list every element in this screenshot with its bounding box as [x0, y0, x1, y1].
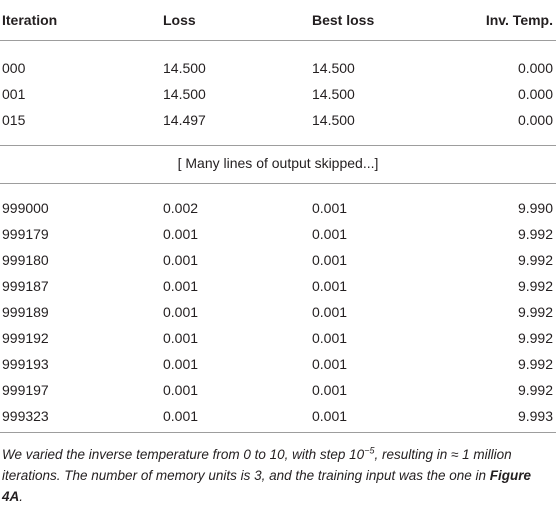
- table-cell: 0.001: [312, 330, 348, 346]
- table-cell: 14.500: [163, 86, 206, 102]
- table-cell: 999192: [2, 330, 49, 346]
- table-cell: 9.992: [517, 304, 553, 320]
- table-cell: 999193: [2, 356, 49, 372]
- caption: We varied the inverse temperature from 0…: [2, 444, 554, 507]
- caption-text: We varied the inverse temperature from 0…: [2, 447, 365, 462]
- table-cell: 999323: [2, 408, 49, 424]
- table-cell: 14.500: [312, 86, 355, 102]
- table-cell: 0.002: [163, 200, 199, 216]
- column-header: Iteration: [2, 12, 58, 28]
- table-cell: 0.001: [163, 226, 199, 242]
- table-cell: 0.001: [312, 304, 348, 320]
- table-cell: 999187: [2, 278, 49, 294]
- table-cell: 0.001: [312, 382, 348, 398]
- table-cell: 14.500: [312, 60, 355, 76]
- table-cell: 14.500: [312, 112, 355, 128]
- caption-text: .: [19, 489, 24, 504]
- footer-rule: [0, 432, 556, 433]
- table-cell: 999000: [2, 200, 49, 216]
- table-cell: 000: [2, 60, 26, 76]
- column-header: Loss: [163, 12, 196, 28]
- table-cell: 0.000: [517, 112, 553, 128]
- figure-reference: Figure 4A: [2, 468, 532, 504]
- table-cell: 999197: [2, 382, 49, 398]
- table-cell: 14.497: [163, 112, 206, 128]
- table-cell: 9.992: [517, 330, 553, 346]
- skipped-note: [ Many lines of output skipped...]: [177, 155, 379, 171]
- table-cell: 9.992: [517, 226, 553, 242]
- table-cell: 0.001: [312, 252, 348, 268]
- column-header: Best loss: [312, 12, 375, 28]
- table-cell: 9.992: [517, 356, 553, 372]
- table-cell: 9.990: [517, 200, 553, 216]
- table-cell: 0.000: [517, 86, 553, 102]
- table-cell: 999189: [2, 304, 49, 320]
- table-cell: 0.001: [163, 278, 199, 294]
- section-rule: [0, 145, 556, 146]
- table-cell: 9.992: [517, 252, 553, 268]
- column-header: Inv. Temp.: [485, 12, 553, 28]
- table-cell: 015: [2, 112, 26, 128]
- table-cell: 14.500: [163, 60, 206, 76]
- table-cell: 0.001: [312, 226, 348, 242]
- table-cell: 0.001: [163, 356, 199, 372]
- table-cell: 0.001: [312, 278, 348, 294]
- table-cell: 999180: [2, 252, 49, 268]
- table-cell: 0.001: [312, 356, 348, 372]
- table-cell: 9.993: [517, 408, 553, 424]
- table-cell: 9.992: [517, 278, 553, 294]
- table-cell: 0.001: [163, 330, 199, 346]
- table-cell: 0.001: [163, 304, 199, 320]
- table-cell: 0.001: [163, 408, 199, 424]
- header-rule: [0, 40, 556, 41]
- table-cell: 001: [2, 86, 26, 102]
- table-cell: 0.001: [312, 408, 348, 424]
- table-cell: 999179: [2, 226, 49, 242]
- table-cell: 0.000: [517, 60, 553, 76]
- table-cell: 0.001: [312, 200, 348, 216]
- section-rule: [0, 183, 556, 184]
- table-cell: 0.001: [163, 382, 199, 398]
- table-cell: 9.992: [517, 382, 553, 398]
- table-cell: 0.001: [163, 252, 199, 268]
- caption-text: , resulting in ≈ 1 million iterations. T…: [2, 447, 512, 483]
- caption-superscript: −5: [364, 445, 375, 456]
